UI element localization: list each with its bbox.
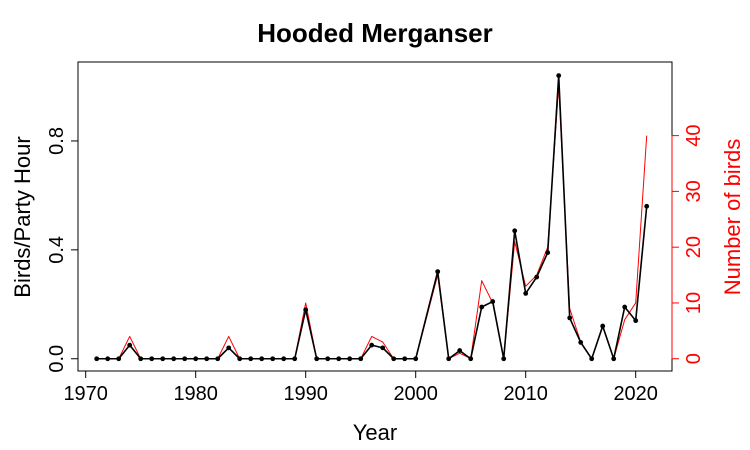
data-point: [215, 356, 221, 362]
data-point: [182, 356, 188, 362]
data-point: [237, 356, 243, 362]
data-point: [523, 291, 529, 296]
data-point: [105, 356, 111, 362]
data-point: [622, 304, 628, 310]
y-tick-label: 0.4: [46, 236, 68, 264]
data-point: [94, 356, 100, 362]
data-point: [314, 356, 320, 362]
x-tick-label: 1970: [63, 383, 108, 405]
data-point: [589, 356, 595, 362]
data-point: [446, 356, 452, 362]
data-point: [457, 348, 463, 353]
data-point: [567, 315, 573, 321]
y-axis-left: 0.0 0.4 0.8: [46, 127, 79, 373]
data-point: [116, 356, 122, 362]
data-point: [171, 356, 177, 362]
x-tick-label: 2010: [503, 383, 548, 405]
data-point: [391, 356, 397, 362]
data-point: [413, 356, 419, 362]
data-point: [292, 356, 298, 362]
data-point: [325, 356, 331, 362]
x-tick-label: 2000: [393, 383, 438, 405]
data-point: [534, 274, 540, 280]
x-tick-label: 1980: [173, 383, 218, 405]
data-point: [468, 356, 474, 362]
y-axis-label: Birds/Party Hour: [10, 136, 35, 297]
plot-frame: [77, 61, 673, 372]
data-point: [270, 356, 276, 362]
data-point: [336, 356, 342, 362]
x-tick-label: 2020: [613, 383, 658, 405]
data-point: [512, 228, 518, 234]
data-point: [380, 345, 386, 351]
chart-title: Hooded Merganser: [257, 18, 493, 48]
series-line-birds-per-party-hour: [96, 74, 648, 360]
data-point: [259, 356, 265, 362]
data-point: [402, 356, 408, 362]
x-axis: 1970 1980 1990 2000 2010 2020: [63, 370, 658, 405]
data-point: [611, 356, 617, 362]
data-point: [347, 356, 353, 362]
data-point: [600, 323, 606, 329]
data-point: [633, 318, 639, 324]
y2-axis-label: Number of birds: [720, 139, 745, 296]
data-point: [369, 342, 375, 348]
data-point: [204, 356, 210, 362]
data-point: [358, 356, 364, 362]
data-point: [226, 345, 232, 351]
series-birds-per-party-hour: [94, 73, 650, 362]
y-tick-label: 0.8: [46, 127, 68, 155]
data-point: [501, 356, 507, 362]
y2-tick-label: 30: [683, 180, 705, 202]
data-point: [303, 307, 309, 313]
series-number-of-birds: [96, 84, 648, 360]
data-point: [281, 356, 287, 362]
data-point: [578, 340, 584, 345]
data-point: [479, 304, 485, 310]
data-point: [160, 356, 166, 362]
data-point: [127, 342, 133, 348]
y2-tick-label: 20: [683, 236, 705, 258]
x-axis-label: Year: [353, 420, 397, 445]
y2-tick-label: 0: [683, 353, 705, 364]
y2-tick-label: 40: [683, 124, 705, 146]
y-axis-right: 0 10 20 30 40: [671, 124, 705, 364]
data-point: [545, 250, 551, 255]
data-point: [490, 299, 496, 304]
data-point: [193, 356, 199, 362]
data-point: [644, 203, 650, 209]
y2-tick-label: 10: [683, 292, 705, 314]
data-point: [556, 73, 562, 79]
x-tick-label: 1990: [283, 383, 328, 405]
y-tick-label: 0.0: [46, 345, 68, 373]
data-point: [435, 269, 441, 275]
series-line-number-of-birds: [96, 84, 648, 360]
data-point: [138, 356, 144, 362]
data-point: [248, 356, 254, 362]
data-point: [149, 356, 155, 362]
